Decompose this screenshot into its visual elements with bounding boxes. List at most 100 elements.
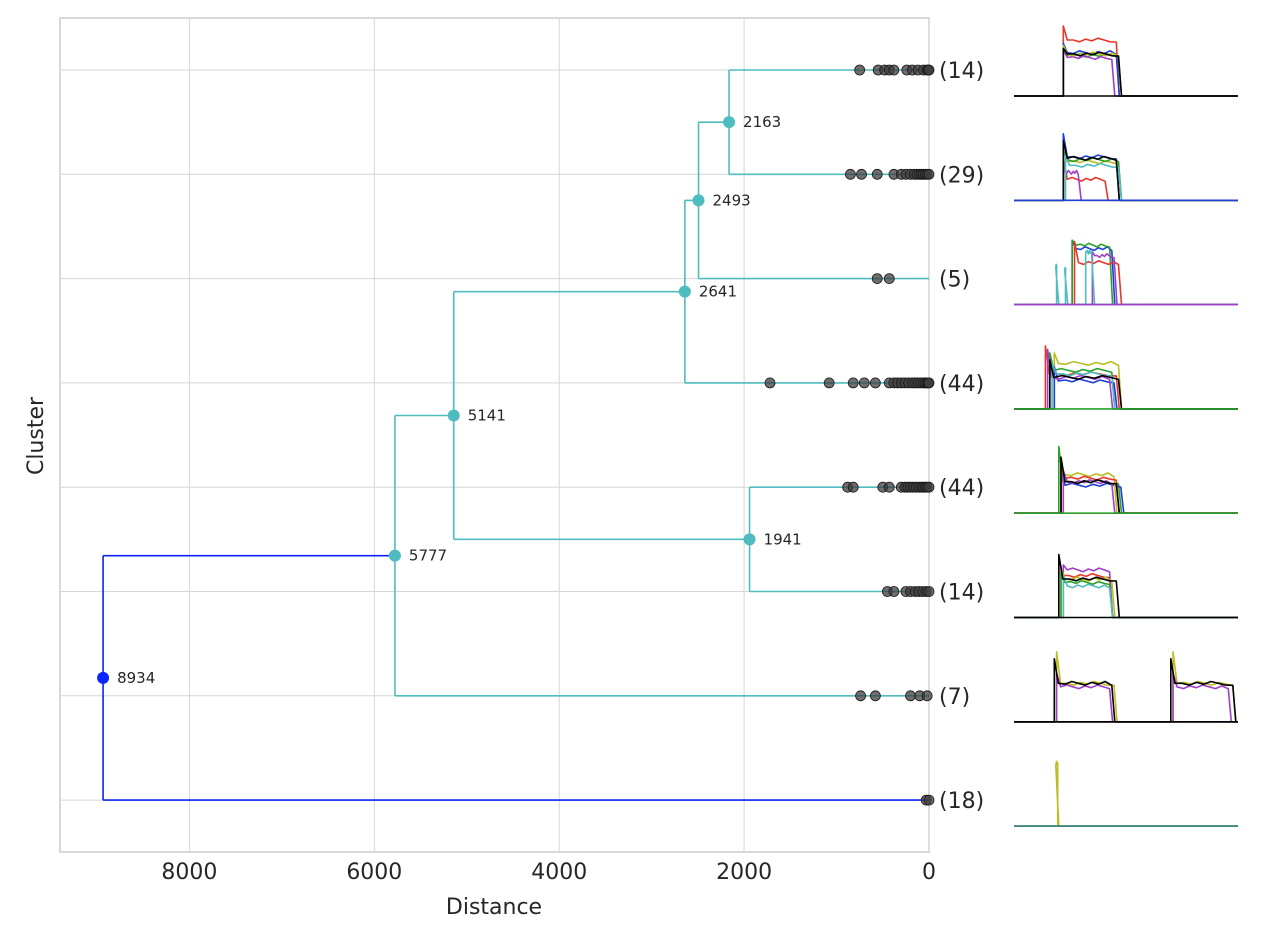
leaf-point <box>905 690 916 702</box>
thumbnail-trace <box>1014 650 1238 723</box>
thumbnail-trace <box>1014 445 1238 515</box>
thumbnail-trace <box>1014 574 1238 619</box>
merge-node-marker <box>692 194 705 207</box>
leaf-count-label: (44) <box>939 476 984 501</box>
thumbnail-trace <box>1014 266 1238 306</box>
thumbnail-trace <box>1014 239 1238 306</box>
leaf-count-label: (44) <box>939 372 984 397</box>
leaf-points <box>764 64 935 806</box>
thumbnail <box>1014 133 1238 202</box>
merge-node-label: 2641 <box>699 283 737 301</box>
thumbnail-trace <box>1014 133 1238 202</box>
merge-node-label: 5141 <box>468 406 506 424</box>
thumbnail-trace <box>1014 25 1238 97</box>
leaf-point <box>855 690 866 702</box>
thumbnail-trace <box>1014 352 1238 410</box>
thumbnail-trace <box>1014 463 1238 515</box>
thumbnail <box>1014 553 1238 619</box>
thumbnail <box>1014 760 1238 827</box>
thumbnail <box>1014 345 1238 410</box>
merge-node-label: 1941 <box>764 530 802 548</box>
thumbnail-trace <box>1014 463 1238 515</box>
thumbnail-trace <box>1014 470 1238 515</box>
thumbnail-trace <box>1014 466 1238 515</box>
leaf-point <box>923 377 935 389</box>
thumbnail-trace <box>1014 42 1238 97</box>
thumbnail-trace <box>1014 47 1238 97</box>
thumbnail-trace <box>1014 456 1238 515</box>
leaf-point <box>764 377 776 389</box>
thumbnail-trace <box>1014 567 1238 619</box>
leaf-point <box>845 168 856 180</box>
merge-node-label: 2163 <box>743 113 781 131</box>
x-tick-label: 6000 <box>346 860 402 885</box>
thumbnail-trace <box>1014 571 1238 619</box>
leaf-point <box>871 168 883 180</box>
plot-area <box>59 17 930 853</box>
leaf-point <box>888 586 900 597</box>
leaf-point <box>923 481 935 493</box>
thumbnail-trace <box>1014 44 1238 97</box>
leaf-point <box>923 64 935 76</box>
leaf-point <box>869 690 881 702</box>
thumbnail-trace <box>1014 348 1238 410</box>
leaf-count-label: (14) <box>939 59 984 84</box>
leaf-point <box>888 64 900 76</box>
thumbnail-trace <box>1014 140 1238 202</box>
merge-node-marker <box>447 409 460 422</box>
merge-node-label: 2493 <box>713 191 751 209</box>
leaf-count-label: (14) <box>939 581 984 606</box>
x-axis-label: Distance <box>446 895 542 920</box>
leaf-point <box>823 377 835 389</box>
merge-nodes: 2163 2493 2641 1941 5141 5777 8934 <box>97 113 802 687</box>
x-tick-label: 4000 <box>531 860 587 885</box>
merge-node-marker <box>678 285 691 298</box>
thumbnail <box>1014 650 1238 723</box>
leaf-count-label: (18) <box>939 789 984 814</box>
thumbnail-trace <box>1014 553 1238 619</box>
leaf-count-label: (29) <box>939 163 984 188</box>
leaf-point <box>847 377 859 389</box>
x-tick-label: 8000 <box>161 860 217 885</box>
thumbnail-trace <box>1014 362 1238 410</box>
thumbnail-trace <box>1014 564 1238 619</box>
leaf-count-labels: (14) (29) (5) (44) (44) (14) (7) (18) <box>939 59 984 814</box>
thumbnail-trace <box>1014 157 1238 202</box>
thumbnail-trace <box>1014 557 1238 619</box>
thumbnail-trace <box>1014 657 1238 723</box>
leaf-point <box>883 273 895 285</box>
x-tick-label: 0 <box>922 860 936 885</box>
thumbnail-trace <box>1014 263 1238 306</box>
y-axis-label: Cluster <box>24 396 49 475</box>
leaf-point <box>883 481 895 493</box>
leaf-point <box>869 377 881 389</box>
merge-node-label: 5777 <box>409 547 447 565</box>
thumbnails <box>1014 25 1238 827</box>
leaf-point <box>923 794 935 806</box>
leaf-point <box>923 168 935 180</box>
merge-node-marker <box>723 116 736 129</box>
thumbnail-trace <box>1014 352 1238 410</box>
thumbnail-trace <box>1014 150 1238 202</box>
leaf-point <box>847 481 859 493</box>
thumbnail-trace <box>1014 158 1238 202</box>
thumbnail <box>1014 445 1238 515</box>
merge-node-label: 8934 <box>117 669 155 687</box>
thumbnail-trace <box>1014 249 1238 306</box>
leaf-point <box>854 64 866 76</box>
leaf-point <box>856 168 867 180</box>
x-tick-label: 2000 <box>716 860 772 885</box>
thumbnail-trace <box>1014 760 1238 827</box>
thumbnail-trace <box>1014 46 1238 97</box>
thumbnail-trace <box>1014 149 1238 202</box>
leaf-point <box>921 690 933 702</box>
leaf-point <box>871 273 883 285</box>
thumbnail-trace <box>1014 240 1238 306</box>
merge-node-marker <box>743 533 756 546</box>
thumbnail-trace <box>1014 359 1238 410</box>
thumbnail-trace <box>1014 657 1238 723</box>
leaf-point <box>923 586 935 597</box>
thumbnail-trace <box>1014 48 1238 97</box>
thumbnail-trace <box>1014 154 1238 202</box>
